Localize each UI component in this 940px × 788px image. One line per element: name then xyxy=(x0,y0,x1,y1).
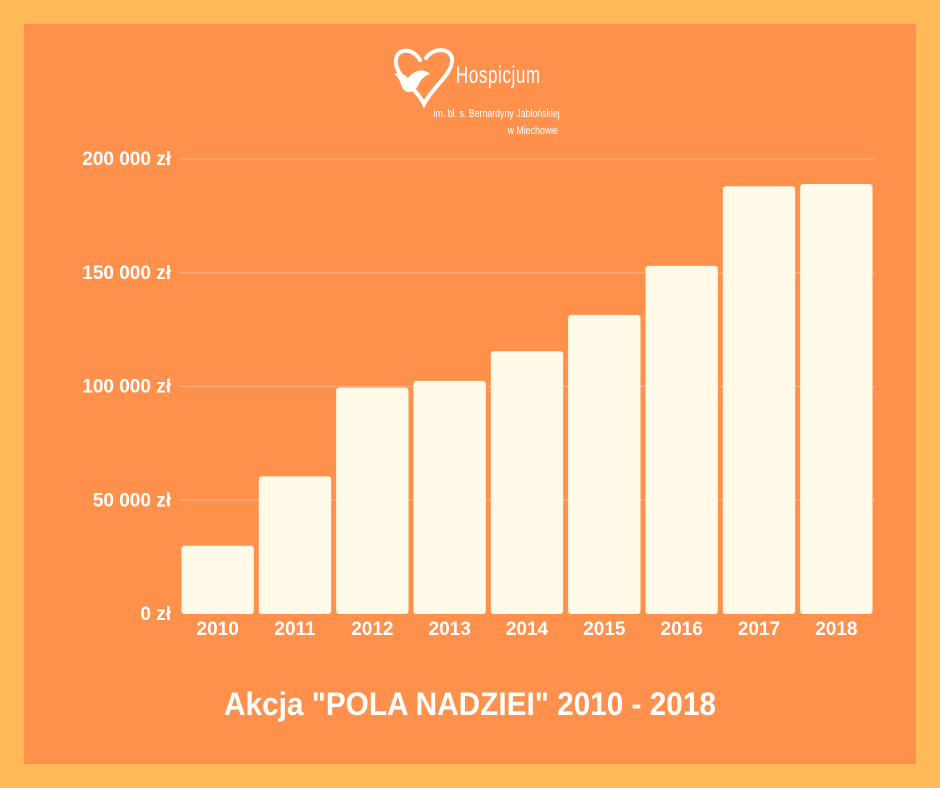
bar-2010 xyxy=(181,545,254,614)
chart-title: Akcja "POLA NADZIEI" 2010 - 2018 xyxy=(224,686,716,722)
x-tick-label: 2012 xyxy=(351,619,393,640)
bar-2015 xyxy=(568,314,641,614)
y-tick-label: 150 000 zł xyxy=(82,263,171,284)
chart-panel: Hospicjum im. bł. s. Bernardyny Jabłońsk… xyxy=(24,24,916,764)
bar-2017 xyxy=(722,186,796,615)
x-tick-label: 2014 xyxy=(506,619,549,640)
logo-subtitle-line2: w Miechowie xyxy=(507,125,558,137)
y-tick-label: 0 zł xyxy=(140,604,171,625)
x-tick-label: 2010 xyxy=(197,619,239,640)
x-tick-label: 2011 xyxy=(274,619,316,640)
x-tick-label: 2017 xyxy=(738,619,780,640)
bar-2016 xyxy=(645,265,718,614)
bar-2012 xyxy=(336,387,409,614)
logo-name: Hospicjum xyxy=(456,62,541,89)
dove-heart-icon xyxy=(393,48,455,109)
x-tick-label: 2015 xyxy=(583,619,626,640)
x-tick-label: 2013 xyxy=(429,619,471,640)
bar-2013 xyxy=(413,380,486,614)
y-tick-label: 50 000 zł xyxy=(93,490,172,511)
x-tick-label: 2016 xyxy=(661,619,703,640)
logo-subtitle-line1: im. bł. s. Bernardyny Jabłońskiej xyxy=(433,108,560,120)
y-tick-label: 100 000 zł xyxy=(82,377,171,398)
x-tick-label: 2018 xyxy=(815,619,857,640)
bar-2014 xyxy=(490,351,564,614)
bar-2018 xyxy=(800,184,873,614)
bar-2011 xyxy=(258,476,332,614)
bar-chart: 0 zł 50 000 zł 100 000 zł 150 000 zł 200 000… xyxy=(82,149,875,640)
hospice-logo: Hospicjum im. bł. s. Bernardyny Jabłońsk… xyxy=(390,44,560,144)
y-tick-label: 200 000 zł xyxy=(82,149,171,170)
